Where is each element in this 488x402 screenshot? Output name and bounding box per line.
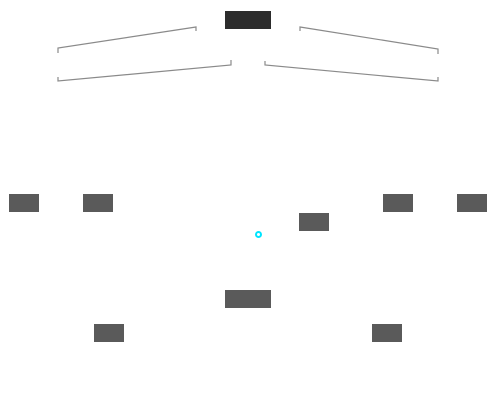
node-root[interactable] [225,11,271,29]
node-center-2[interactable] [225,290,271,308]
target-point-icon [255,231,262,238]
connector-lower-left [57,60,232,82]
connector-lower-right [264,61,439,82]
node-right-2[interactable] [457,194,487,212]
connector-upper-left [57,26,197,53]
node-bottom-right[interactable] [372,324,402,342]
node-bottom-left[interactable] [94,324,124,342]
node-right-1[interactable] [383,194,413,212]
node-center-1[interactable] [299,213,329,231]
node-left-1[interactable] [9,194,39,212]
connector-upper-right [299,26,439,54]
node-left-2[interactable] [83,194,113,212]
